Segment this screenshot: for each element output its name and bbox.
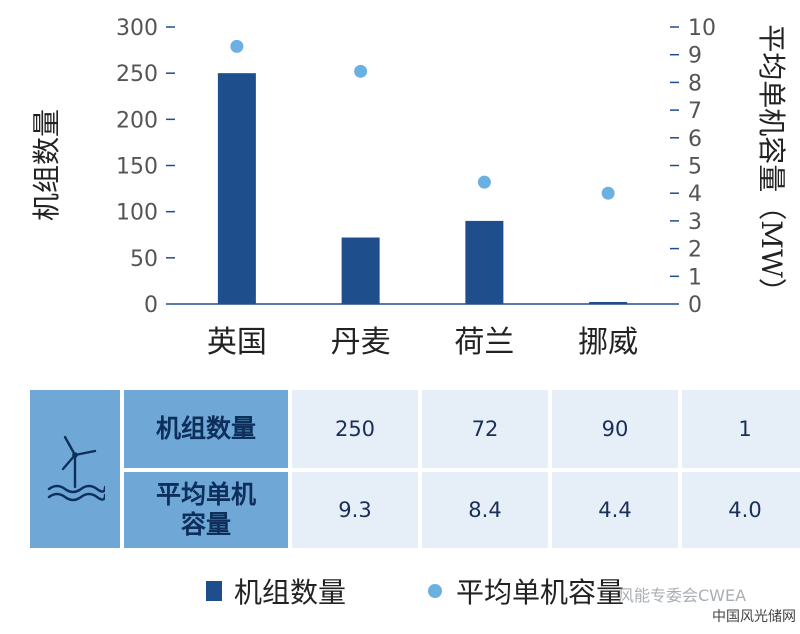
row-header-label: 机组数量 — [155, 414, 256, 443]
bar — [341, 237, 380, 304]
data-table: 机组数量 250 72 90 1 平均单机 容量 9.3 8.4 4.4 4.0 — [30, 390, 800, 548]
left-axis-ticks: 0 50 100 150 200 250 300 — [116, 16, 175, 318]
legend-bar-swatch — [206, 581, 222, 601]
y-tick-label-left: 150 — [116, 155, 158, 180]
table-row-header-capacity: 平均单机 容量 — [124, 472, 288, 548]
y-tick-label-left: 250 — [116, 62, 158, 87]
site-watermark: 中国风光储网 — [712, 609, 796, 625]
x-category-label: 荷兰 — [454, 325, 514, 360]
wechat-watermark: 风能专委会CWEA — [618, 586, 747, 605]
data-point — [601, 186, 615, 200]
y-tick-label-right: 10 — [688, 16, 716, 41]
y-tick-label-right: 1 — [688, 265, 702, 290]
y-tick-label-left: 100 — [116, 201, 158, 226]
cell-value: 4.0 — [728, 498, 762, 522]
cell-value: 4.4 — [598, 498, 632, 522]
table-cell: 90 — [552, 390, 678, 468]
table-row-header-count: 机组数量 — [124, 390, 288, 468]
x-category-label: 丹麦 — [331, 325, 391, 360]
data-point — [354, 64, 368, 78]
bar-series — [217, 73, 628, 305]
table-cell: 250 — [292, 390, 418, 468]
y-tick-label-right: 0 — [688, 293, 702, 318]
legend-item-count: 机组数量 — [206, 566, 346, 616]
y-tick-label-right: 6 — [688, 127, 702, 152]
y-tick-label-left: 0 — [144, 293, 158, 318]
bar — [465, 220, 504, 304]
y-tick-label-right: 5 — [688, 155, 702, 180]
category-labels: 英国 丹麦 荷兰 挪威 — [207, 325, 638, 360]
legend: 机组数量 平均单机容量 — [0, 566, 800, 616]
cell-value: 72 — [471, 417, 499, 441]
y-tick-label-right: 3 — [688, 210, 702, 235]
y-tick-label-left: 200 — [116, 108, 158, 133]
y-axis-title-right: 平均单机容量（MW） — [755, 24, 788, 305]
y-tick-label-right: 8 — [688, 71, 702, 96]
table-cell: 72 — [422, 390, 548, 468]
y-tick-label-right: 9 — [688, 44, 702, 69]
cell-value: 9.3 — [338, 498, 372, 522]
dot-series — [230, 39, 615, 200]
y-tick-label-right: 7 — [688, 99, 702, 124]
cell-value: 1 — [738, 417, 752, 441]
wind-turbine-icon — [47, 435, 105, 502]
table-cell: 4.0 — [682, 472, 800, 548]
y-tick-label-left: 50 — [130, 247, 158, 272]
legend-label: 平均单机容量 — [456, 576, 625, 609]
table-cell: 9.3 — [292, 472, 418, 548]
data-point — [477, 175, 491, 189]
data-point — [230, 39, 244, 53]
bar — [217, 73, 256, 305]
y-axis-title-left: 机组数量 — [30, 109, 63, 221]
bar — [589, 302, 628, 304]
x-category-label: 英国 — [207, 325, 267, 360]
y-tick-label-right: 2 — [688, 238, 702, 263]
y-tick-label-left: 300 — [116, 16, 158, 41]
cell-value: 250 — [334, 417, 376, 441]
y-tick-label-right: 4 — [688, 182, 702, 207]
cell-value: 8.4 — [468, 498, 502, 522]
table-cell: 1 — [682, 390, 800, 468]
table-icon-cell — [30, 390, 120, 548]
legend-item-capacity: 平均单机容量 — [428, 566, 624, 616]
legend-dot-swatch — [428, 584, 442, 598]
row-header-label: 平均单机 容量 — [155, 480, 256, 539]
table-cell: 8.4 — [422, 472, 548, 548]
cell-value: 90 — [601, 417, 629, 441]
table-cell: 4.4 — [552, 472, 678, 548]
legend-label: 机组数量 — [234, 576, 347, 609]
x-category-label: 挪威 — [578, 325, 638, 360]
